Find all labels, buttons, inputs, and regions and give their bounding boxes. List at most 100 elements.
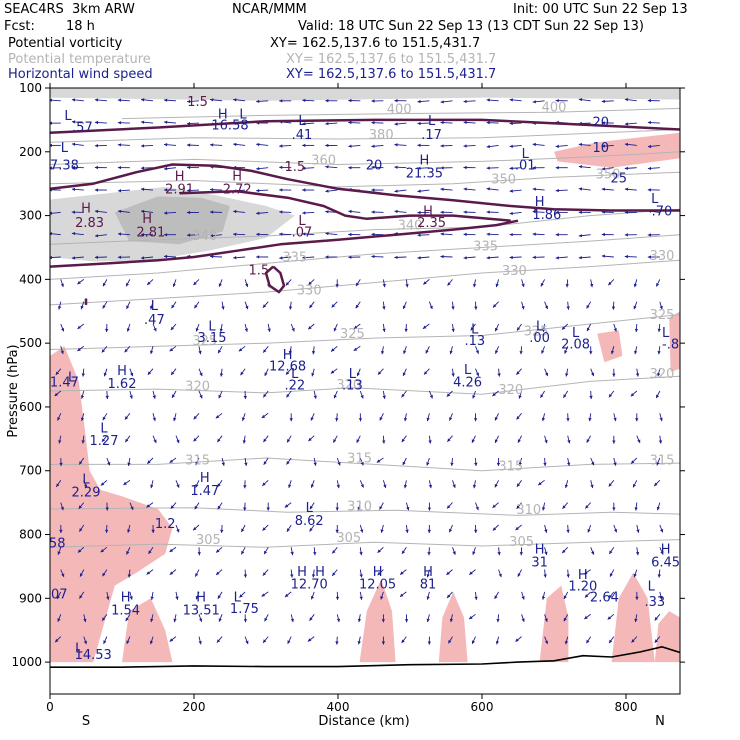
wind-arrow-head — [310, 484, 314, 488]
wind-arrow-head — [624, 166, 628, 170]
theta-contour-315 — [50, 457, 680, 472]
wind-arrow-head — [440, 187, 444, 191]
wind-arrow-head — [332, 550, 336, 554]
wind-arrow-head — [353, 325, 358, 329]
wind-arrow-head — [417, 121, 421, 126]
wind-arrow-head — [333, 394, 337, 399]
wind-arrow-head — [371, 210, 375, 214]
theta-contour-320 — [50, 375, 680, 395]
wind-speed-label: H — [373, 565, 383, 580]
wind-arrow-head — [376, 459, 381, 463]
wind-speed-label: .01 — [515, 159, 536, 174]
wind-arrow-head — [601, 232, 605, 237]
shading-layer — [50, 88, 680, 663]
wind-arrow-head — [105, 395, 109, 399]
shade-region-gray_light — [50, 88, 680, 101]
y-tick-label: 100 — [19, 81, 42, 95]
wind-arrow-head — [515, 526, 519, 531]
wind-arrow-head — [495, 350, 499, 354]
wind-arrow-head — [417, 233, 421, 237]
wind-arrow-head — [564, 484, 568, 488]
shade-region-pink — [669, 311, 680, 372]
wind-speed-label: H — [423, 565, 433, 580]
wind-arrow-head — [325, 122, 329, 126]
pv-label: 1.5 — [248, 263, 269, 278]
wind-arrow-head — [590, 484, 594, 488]
wind-arrow-head — [440, 144, 444, 148]
wind-arrow-head — [218, 394, 222, 399]
wind-arrow-head — [474, 306, 478, 310]
wind-arrow-head — [348, 166, 352, 170]
wind-arrow-head — [463, 144, 467, 148]
wind-arrow-head — [170, 505, 175, 509]
wind-arrow-head — [566, 574, 570, 578]
shade-region-pink — [654, 611, 680, 663]
field-xy-theta: XY= 162.5,137.6 to 151.5,431.7 — [286, 52, 497, 67]
wind-arrow-head — [496, 462, 501, 466]
wind-speed-label: 20 — [366, 159, 383, 174]
theta-contour-400 — [121, 107, 680, 120]
wind-arrow-head — [103, 640, 107, 644]
wind-arrow-head — [608, 281, 612, 286]
wind-arrow-head — [586, 439, 590, 443]
wind-arrow-head — [497, 552, 501, 556]
org-label: NCAR/MMM — [232, 2, 307, 17]
wind-arrow-head — [169, 638, 174, 642]
wind-arrow-head — [440, 166, 444, 170]
wind-arrow-head — [187, 188, 191, 193]
wind-arrow-head — [382, 306, 386, 310]
theta-label: 330 — [502, 264, 527, 279]
wind-arrow-head — [245, 640, 249, 645]
wind-arrow-head — [117, 143, 122, 147]
wind-arrow-head — [540, 394, 544, 398]
wind-arrow-head — [654, 639, 658, 643]
y-tick-label: 200 — [19, 145, 42, 159]
wind-arrow-head — [127, 574, 131, 578]
theta-label: 360 — [311, 154, 336, 169]
wind-arrow-head — [172, 283, 176, 287]
wind-arrow-head — [80, 395, 85, 399]
wind-arrow-head — [541, 596, 546, 600]
wind-speed-label: L — [291, 367, 299, 382]
theta-label: 350 — [596, 168, 621, 183]
wind-arrow-head — [175, 596, 179, 600]
wind-arrow-head — [586, 305, 590, 309]
wind-arrow-head — [126, 328, 130, 332]
wind-speed-label: L — [522, 147, 530, 162]
wind-arrow-head — [631, 639, 635, 643]
wind-arrow-head — [590, 283, 594, 288]
wind-arrow-head — [151, 529, 155, 533]
wind-speed-label: 31 — [531, 555, 548, 570]
wind-arrow-head — [103, 282, 106, 287]
wind-speed-label: .00 — [529, 331, 550, 346]
axes-layer: 100 200 300 400 500 600 700 800 900 1000 0 200 400 60… — [11, 81, 685, 714]
wind-arrow-head — [217, 438, 221, 443]
wind-arrow-head — [336, 618, 341, 622]
wind-arrow-head — [630, 393, 635, 397]
wind-arrow-head — [359, 551, 363, 556]
pv-contour-layer — [50, 118, 680, 305]
wind-arrow-head — [612, 507, 616, 511]
wind-arrow-head — [519, 351, 523, 355]
wind-arrow-head — [263, 438, 267, 443]
wind-arrow-head — [660, 551, 664, 555]
wind-arrow-head — [284, 504, 289, 508]
wind-arrow-head — [473, 418, 478, 422]
wind-arrow-head — [404, 328, 408, 332]
wind-arrow-head — [601, 99, 605, 103]
wind-arrow-head — [169, 348, 174, 352]
y-tick-label: 400 — [19, 272, 42, 286]
wind-arrow-head — [544, 305, 548, 310]
wind-arrow-head — [494, 439, 498, 443]
plot-frame — [49, 87, 681, 695]
field-xy-wind: XY= 162.5,137.6 to 151.5,431.7 — [286, 67, 497, 82]
wind-arrow-head — [469, 571, 473, 575]
pv-label: 1.5 — [187, 95, 208, 110]
wind-arrow-head — [518, 462, 522, 466]
wind-arrow-head — [77, 325, 81, 329]
wind-arrow-head — [591, 372, 595, 377]
wind-arrow-head — [608, 393, 613, 398]
wind-speed-label: 1.47 — [50, 376, 79, 391]
wind-arrow-head — [106, 596, 110, 600]
wind-speed-label: L — [298, 114, 306, 129]
